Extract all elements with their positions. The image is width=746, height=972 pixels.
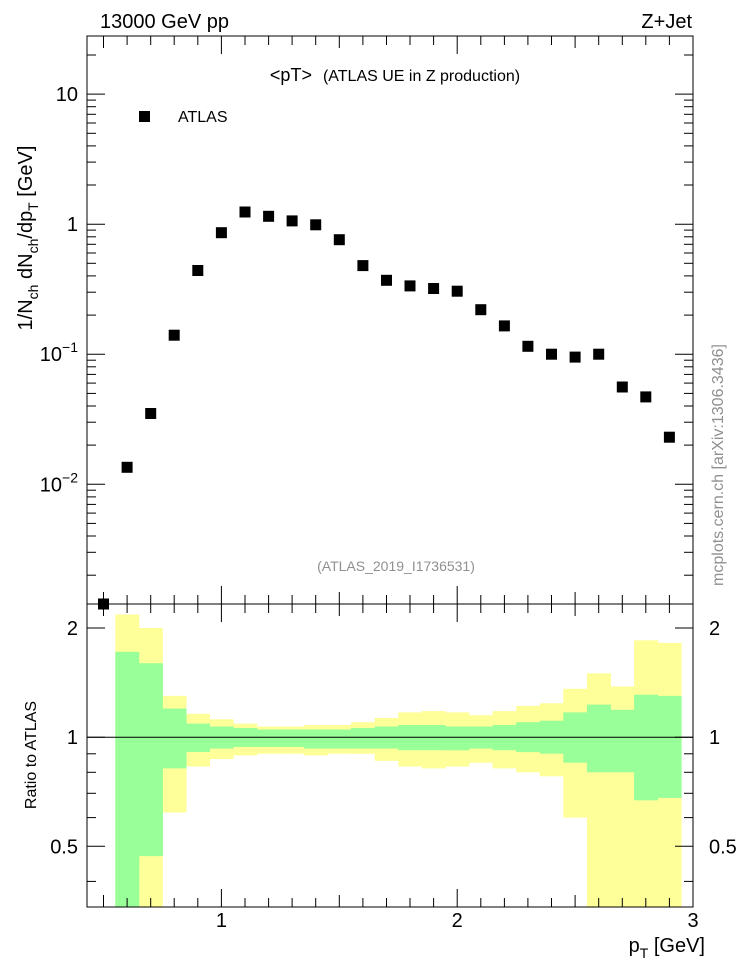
data-point xyxy=(546,348,557,360)
analysis-id: (ATLAS_2019_I1736531) xyxy=(317,558,475,574)
plot-title-sub: (ATLAS UE in Z production) xyxy=(323,68,520,85)
data-point xyxy=(428,283,440,294)
data-point xyxy=(475,304,487,316)
uncertainty-band-stat xyxy=(657,695,682,798)
uncertainty-band-stat xyxy=(351,728,376,749)
y-tick-label-right: 2 xyxy=(709,618,720,640)
uncertainty-band-stat xyxy=(256,729,281,747)
uncertainty-band-stat xyxy=(303,729,328,749)
uncertainty-band-stat xyxy=(186,723,210,752)
y-tick-label: 1 xyxy=(67,727,78,749)
ratio-plot-tick-labels: 0.5 0.5 1 1 2 2 1 2 3 xyxy=(50,618,737,932)
data-point xyxy=(215,227,227,239)
plot-title: <pT> (ATLAS UE in Z production) xyxy=(270,65,520,85)
data-point xyxy=(286,215,298,227)
legend-marker-atlas xyxy=(139,111,150,122)
plot-title-main: <pT> xyxy=(270,65,312,85)
uncertainty-band-stat xyxy=(162,708,187,769)
data-point xyxy=(498,320,510,332)
x-axis-label: pT [GeV] xyxy=(629,935,705,961)
uncertainty-band-stat xyxy=(115,651,140,907)
ratio-plot-frame xyxy=(86,603,694,908)
y-axis-label-ratio: Ratio to ATLAS xyxy=(23,701,40,809)
data-point xyxy=(663,431,675,443)
data-point xyxy=(451,285,463,297)
uncertainty-band-stat xyxy=(138,663,163,857)
header-process: Z+Jet xyxy=(641,11,692,33)
y-tick-label: 10−1 xyxy=(40,339,78,366)
ratio-plot-panel: 0.5 0.5 1 1 2 2 1 2 3 Ratio to ATLAS pT [GeV] xyxy=(23,603,737,961)
source-watermark: mcplots.cern.ch [arXiv:1306.3436] xyxy=(710,344,727,586)
data-point xyxy=(121,461,133,473)
uncertainty-band-stat xyxy=(634,694,659,801)
data-point xyxy=(404,280,416,292)
y-tick-label-right: 0.5 xyxy=(709,836,737,858)
data-point xyxy=(616,381,628,393)
data-point xyxy=(333,234,345,246)
data-markers-layer xyxy=(98,206,675,610)
x-tick-label: 3 xyxy=(687,910,698,932)
y-tick-label: 1 xyxy=(67,214,78,236)
y-tick-label-right: 1 xyxy=(709,727,720,749)
y-tick-label: 10 xyxy=(56,84,78,106)
main-plot-ticks xyxy=(87,36,694,604)
data-point xyxy=(239,206,251,218)
data-point xyxy=(522,340,534,352)
main-plot-y-tick-labels: 10 1 10−1 10−2 xyxy=(40,84,78,496)
main-plot-panel: 10 1 10−1 10−2 <pT> (ATLAS UE in Z producti… xyxy=(15,35,694,610)
data-point xyxy=(263,210,275,222)
data-point xyxy=(168,329,180,341)
uncertainty-band-stat xyxy=(586,704,611,773)
data-point xyxy=(192,265,204,276)
header-energy: 13000 GeV pp xyxy=(100,11,229,33)
data-point xyxy=(310,219,322,231)
x-tick-label: 1 xyxy=(216,910,227,932)
ratio-plot-ticks xyxy=(87,604,694,907)
data-point xyxy=(357,260,369,272)
uncertainty-band-stat xyxy=(610,709,635,773)
uncertainty-band-stat xyxy=(280,729,305,747)
data-point xyxy=(640,391,652,403)
y-tick-label: 2 xyxy=(67,618,78,640)
data-point xyxy=(593,348,605,360)
y-tick-label: 10−2 xyxy=(40,469,78,496)
y-tick-label: 0.5 xyxy=(50,836,78,858)
y-axis-label-top: 1/Nch dNch/dpT [GeV] xyxy=(15,146,41,331)
uncertainty-band-stat xyxy=(445,726,470,751)
ratio-bands-layer xyxy=(115,614,682,907)
data-point xyxy=(569,351,581,363)
legend-label-atlas: ATLAS xyxy=(178,109,228,126)
x-tick-label: 2 xyxy=(452,910,463,932)
data-point xyxy=(381,274,392,286)
uncertainty-band-stat xyxy=(327,729,352,749)
data-point xyxy=(145,408,157,419)
